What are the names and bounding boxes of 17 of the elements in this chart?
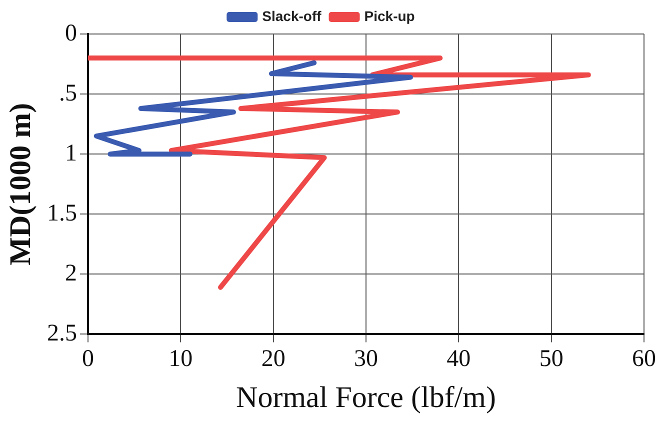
y-tick-label: 0 bbox=[65, 20, 77, 46]
x-tick-label: 0 bbox=[82, 346, 94, 372]
y-tick-label: .5 bbox=[59, 80, 77, 106]
x-tick-label: 50 bbox=[539, 346, 564, 372]
x-tick-label: 10 bbox=[168, 346, 193, 372]
legend-label: Slack-off bbox=[262, 8, 322, 24]
y-tick-label: 2.5 bbox=[47, 320, 77, 346]
y-tick-label: 2 bbox=[65, 260, 77, 286]
x-tick-label: 40 bbox=[446, 346, 471, 372]
y-axis-title: MD(1000 m) bbox=[4, 102, 37, 266]
x-tick-label: 30 bbox=[354, 346, 378, 372]
x-tick-label: 60 bbox=[632, 346, 656, 372]
x-tick-label: 20 bbox=[261, 346, 286, 372]
y-tick-label: 1 bbox=[65, 140, 77, 166]
x-axis-title: Normal Force (lbf/m) bbox=[236, 380, 496, 414]
y-tick-label: 1.5 bbox=[47, 200, 77, 226]
legend-label: Pick-up bbox=[364, 8, 415, 24]
